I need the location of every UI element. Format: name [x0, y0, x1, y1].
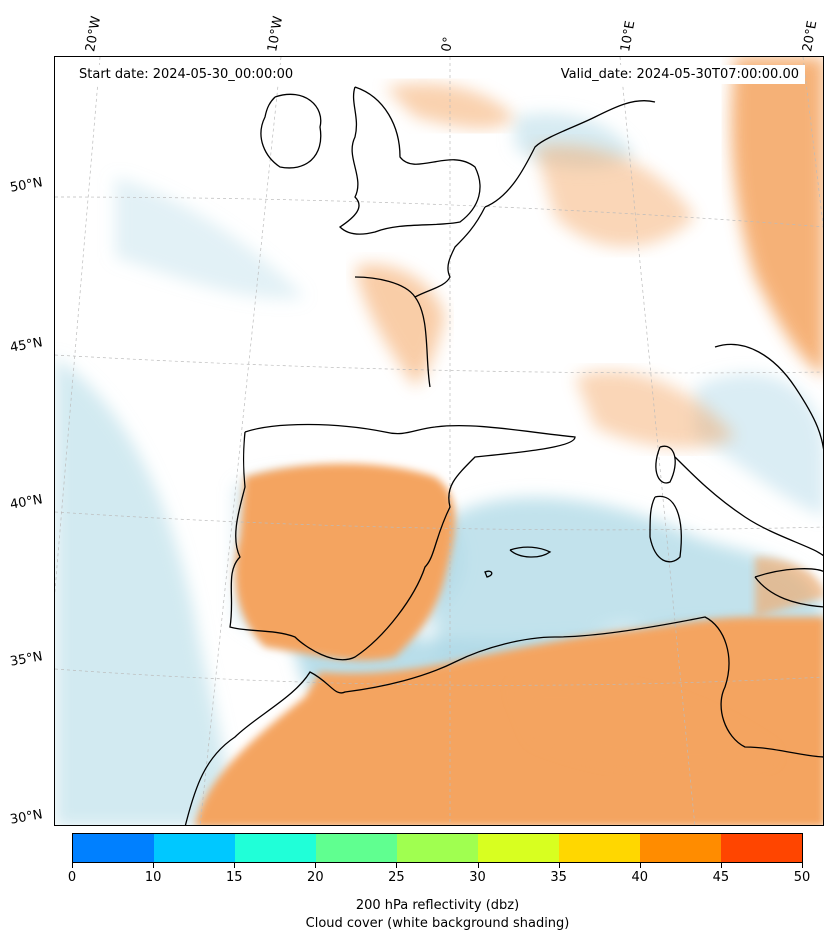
colorbar-tick — [396, 863, 398, 868]
colorbar-tick — [153, 863, 155, 868]
colorbar-tick-label: 40 — [631, 870, 649, 885]
colorbar-tick — [639, 863, 641, 868]
lon-label-0: 0° — [439, 35, 457, 53]
colorbar-tick — [477, 863, 479, 868]
lon-label-10w: 10°W — [265, 15, 287, 54]
lat-label-30n: 30°N — [8, 807, 44, 828]
coastlines — [184, 86, 823, 825]
colorbar-tick-label: 45 — [712, 870, 730, 885]
colorbar-tick — [234, 863, 236, 868]
lat-label-35n: 35°N — [8, 649, 44, 670]
colorbar-tick — [720, 863, 722, 868]
lon-label-20w: 20°W — [83, 15, 105, 54]
colorbar-tick-label: 50 — [793, 870, 811, 885]
lat-label-50n: 50°N — [8, 175, 44, 196]
dust-shading — [195, 57, 823, 825]
valid-date-label: Valid_date: 2024-05-30T07:00:00.00 — [554, 65, 805, 84]
colorbar-tick-label: 35 — [550, 870, 567, 885]
colorbar-segment — [559, 834, 640, 862]
graticule — [55, 57, 823, 825]
lon-label-20e: 20°E — [800, 19, 821, 54]
colorbar-tick-label: 20 — [307, 870, 324, 885]
colorbar-tick-label: 0 — [67, 870, 77, 885]
colorbar-tick-label: 15 — [225, 870, 243, 885]
colorbar-segment — [478, 834, 559, 862]
colorbar-segment — [316, 834, 397, 862]
colorbar — [72, 833, 803, 863]
map-canvas: Start date: 2024-05-30_00:00:00 Valid_da… — [55, 57, 823, 825]
lon-label-10e: 10°E — [618, 19, 639, 54]
colorbar-segment — [721, 834, 802, 862]
colorbar-tick — [315, 863, 317, 868]
colorbar-tick — [72, 863, 73, 868]
colorbar-segment — [397, 834, 478, 862]
colorbar-segment — [154, 834, 235, 862]
colorbar-tick-label: 10 — [144, 870, 162, 885]
colorbar-tick — [558, 863, 560, 868]
colorbar-tick-label: 30 — [469, 870, 486, 885]
colorbar-subtitle: Cloud cover (white background shading) — [305, 916, 570, 931]
map-panel: Start date: 2024-05-30_00:00:00 Valid_da… — [54, 56, 824, 826]
colorbar-title: 200 hPa reflectivity (dbz) — [355, 898, 520, 913]
lat-label-40n: 40°N — [8, 492, 44, 513]
start-date-label: Start date: 2024-05-30_00:00:00 — [73, 65, 300, 84]
colorbar-segment — [235, 834, 316, 862]
colorbar-tick — [802, 863, 803, 868]
colorbar-tick-label: 25 — [388, 870, 405, 885]
colorbar-segment — [640, 834, 721, 862]
lat-label-45n: 45°N — [8, 335, 44, 356]
colorbar-segment — [73, 834, 154, 862]
